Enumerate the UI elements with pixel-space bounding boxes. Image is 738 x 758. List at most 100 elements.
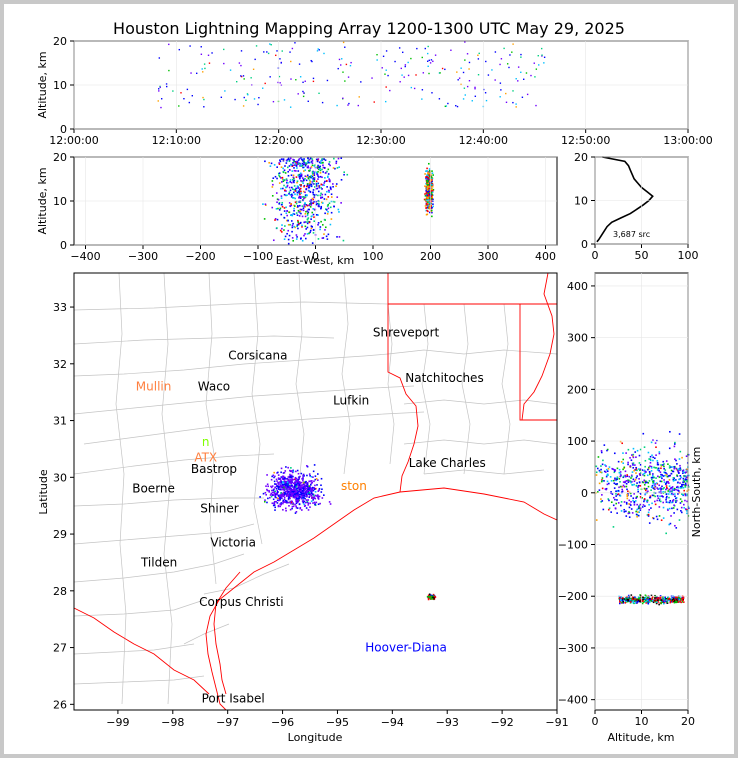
source-point <box>425 182 427 185</box>
source-point <box>304 169 307 171</box>
source-point <box>293 177 295 180</box>
source-point <box>288 234 291 237</box>
source-point <box>661 474 664 476</box>
source-point <box>337 157 340 160</box>
source-point <box>285 483 288 485</box>
source-point <box>299 177 301 180</box>
source-point <box>639 598 642 601</box>
source-point <box>303 484 305 486</box>
source-point <box>630 495 632 497</box>
source-point <box>306 492 309 495</box>
source-point <box>319 172 322 174</box>
source-point <box>262 203 264 205</box>
source-point <box>606 474 608 477</box>
source-point <box>657 597 659 599</box>
source-point <box>330 211 333 214</box>
source-point <box>295 165 298 167</box>
source-point <box>425 180 428 182</box>
source-point <box>655 602 658 605</box>
source-point <box>431 596 434 599</box>
source-point <box>333 157 335 160</box>
source-point <box>306 222 309 225</box>
source-point <box>656 439 658 442</box>
source-point <box>665 485 668 487</box>
source-point <box>306 233 309 235</box>
source-point <box>274 175 277 178</box>
source-point <box>427 45 429 48</box>
source-point <box>280 480 282 482</box>
source-point <box>270 485 272 488</box>
source-point <box>605 475 608 478</box>
source-point <box>306 210 309 212</box>
source-point <box>673 600 676 602</box>
source-point <box>286 185 288 188</box>
source-point <box>673 596 675 598</box>
county-borders <box>74 273 557 705</box>
source-point <box>312 470 315 473</box>
source-point <box>317 503 320 506</box>
source-point <box>317 238 320 240</box>
source-point <box>282 180 285 183</box>
source-point <box>315 214 318 216</box>
altitude-time-axes: 12:00:00 12:10:00 12:20:00 12:30:00 12:40:00… <box>49 35 712 147</box>
source-point <box>284 172 287 174</box>
source-point <box>625 501 628 504</box>
source-point <box>313 172 316 175</box>
source-point <box>303 205 305 208</box>
source-point <box>604 488 607 490</box>
source-point <box>307 177 310 180</box>
source-point <box>298 488 300 490</box>
source-point <box>601 479 604 482</box>
source-point <box>494 79 496 81</box>
source-point <box>323 52 325 55</box>
source-point <box>264 160 266 163</box>
source-point <box>464 41 466 43</box>
source-point <box>321 196 324 199</box>
source-point <box>282 502 284 505</box>
source-point <box>311 226 314 228</box>
source-point <box>679 478 682 480</box>
source-point <box>658 469 660 472</box>
source-point <box>428 201 431 204</box>
source-point <box>287 223 290 226</box>
source-point <box>635 599 638 602</box>
source-point <box>666 508 669 511</box>
source-point <box>425 177 427 179</box>
source-point <box>296 236 298 238</box>
source-point <box>468 68 470 70</box>
source-point <box>600 468 602 471</box>
source-point <box>483 88 485 91</box>
source-point <box>635 497 637 499</box>
source-point <box>295 477 298 480</box>
source-point <box>597 456 600 458</box>
source-point <box>294 42 296 44</box>
source-point <box>535 68 538 70</box>
source-point <box>272 494 275 496</box>
source-point <box>647 513 650 516</box>
source-point <box>621 599 624 602</box>
source-point <box>676 463 678 465</box>
source-point <box>201 68 203 70</box>
source-point <box>311 197 314 200</box>
altitude-east-west-points <box>262 157 435 245</box>
source-point <box>303 497 305 499</box>
source-point <box>338 211 340 213</box>
source-point <box>671 487 673 489</box>
source-point <box>311 175 314 178</box>
source-point <box>318 166 320 169</box>
source-point <box>637 488 639 491</box>
source-point <box>277 172 280 175</box>
source-point <box>298 503 301 506</box>
source-point <box>336 196 339 198</box>
source-point <box>293 185 296 187</box>
source-point <box>285 159 288 162</box>
source-count-label: 3,687 src <box>613 230 650 239</box>
north-south-ylabel: North-South, km <box>690 447 703 538</box>
source-point <box>276 227 278 229</box>
source-point <box>304 177 306 180</box>
source-point <box>286 500 288 503</box>
source-point <box>327 211 329 213</box>
source-point <box>659 595 662 597</box>
